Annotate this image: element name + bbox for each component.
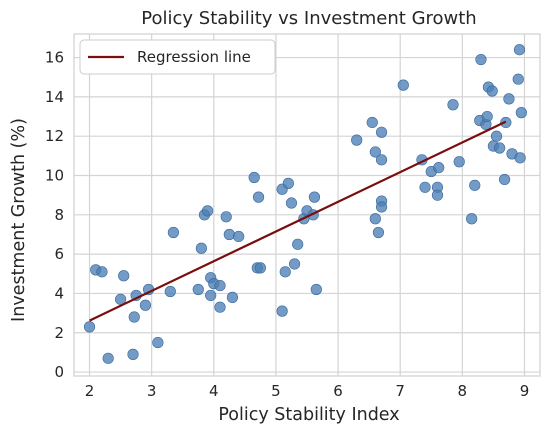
scatter-point [279, 266, 291, 278]
scatter-point [226, 291, 239, 303]
scatter-point [481, 110, 493, 123]
scatter-point [164, 285, 176, 298]
scatter-point [102, 352, 114, 364]
scatter-point [167, 226, 180, 239]
x-tick-label: 4 [209, 382, 219, 400]
scatter-point [433, 162, 445, 174]
scatter-point [397, 79, 409, 91]
scatter-point [494, 142, 506, 154]
scatter-point [83, 321, 96, 333]
scatter-point [512, 73, 524, 85]
scatter-point [513, 44, 526, 56]
scatter-point [514, 152, 526, 164]
scatter-point [192, 283, 204, 296]
scatter-point [220, 211, 232, 223]
scatter-point [498, 173, 511, 186]
scatter-point [503, 93, 515, 105]
scatter-point [375, 201, 388, 213]
scatter-point [372, 226, 385, 239]
scatter-point [233, 230, 245, 243]
scatter-point [282, 177, 294, 189]
scatter-point [308, 191, 321, 203]
scatter-point [128, 311, 140, 323]
scatter-point [214, 301, 226, 313]
scatter-point [201, 205, 214, 217]
x-axis-label: Policy Stability Index [218, 405, 399, 425]
x-tick-label: 9 [520, 382, 530, 400]
x-axis-ticks: 2 3 4 5 6 7 8 9 [85, 382, 529, 400]
y-axis-label: Investment Growth (%) [9, 118, 29, 322]
legend: Regression line [79, 39, 276, 75]
scatter-point [223, 228, 235, 241]
scatter-point [252, 191, 265, 203]
scatter-point [351, 134, 363, 146]
scatter-point [205, 289, 217, 302]
regression-line [89, 120, 507, 322]
y-tick-label: 10 [45, 167, 64, 185]
x-tick-label: 6 [333, 382, 343, 400]
y-tick-label: 4 [54, 284, 64, 302]
y-tick-label: 14 [45, 88, 64, 106]
scatter-point [310, 283, 322, 296]
scatter-point [375, 126, 388, 138]
grid [74, 34, 540, 376]
scatter-point [288, 258, 301, 270]
scatter-point [195, 242, 207, 254]
x-tick-label: 3 [147, 382, 157, 400]
y-tick-label: 16 [45, 49, 64, 67]
x-tick-label: 8 [458, 382, 468, 400]
x-tick-label: 2 [85, 382, 95, 400]
scatter-point [419, 181, 431, 193]
scatter-point [486, 85, 498, 97]
scatter-points [83, 44, 527, 364]
scatter-point [369, 146, 381, 158]
scatter-point [475, 53, 487, 66]
legend-box [79, 39, 276, 75]
scatter-point [276, 305, 288, 317]
scatter-point [369, 213, 381, 225]
x-tick-label: 7 [395, 382, 405, 400]
scatter-point [214, 279, 226, 292]
x-tick-label: 5 [271, 382, 281, 400]
scatter-point [139, 299, 152, 311]
scatter-point [447, 99, 459, 111]
scatter-point [490, 130, 503, 142]
scatter-point [453, 156, 465, 168]
y-tick-label: 0 [54, 363, 64, 381]
scatter-point [152, 336, 164, 349]
scatter-point [366, 116, 378, 129]
scatter-point [96, 266, 108, 278]
scatter-point [127, 348, 139, 360]
scatter-point [469, 179, 481, 191]
scatter-point [431, 189, 444, 201]
scatter-point [248, 171, 260, 184]
y-tick-label: 12 [45, 127, 64, 145]
scatter-point [292, 238, 304, 250]
scatter-point [254, 262, 266, 274]
scatter-point [118, 270, 130, 282]
legend-label: Regression line [137, 48, 251, 66]
regression-layer [89, 120, 507, 322]
scatter-point [285, 197, 298, 209]
y-tick-label: 6 [54, 245, 64, 263]
scatter-point [466, 213, 478, 225]
y-axis-ticks: 0 2 4 6 8 10 12 14 16 [45, 49, 64, 381]
scatter-point [375, 154, 388, 166]
y-tick-label: 2 [54, 324, 64, 342]
scatter-point [515, 107, 527, 119]
y-tick-label: 8 [54, 206, 64, 224]
chart-title: Policy Stability vs Investment Growth [141, 8, 476, 29]
plot-area [73, 33, 541, 377]
